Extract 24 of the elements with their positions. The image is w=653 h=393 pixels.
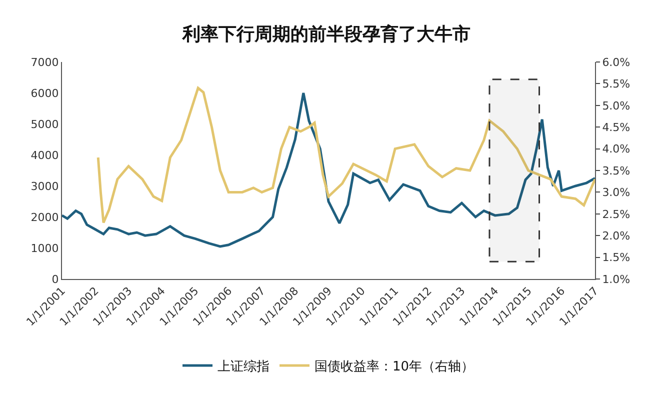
y-tick-label: 4000 bbox=[30, 148, 59, 162]
y-tick-label: 2000 bbox=[30, 210, 59, 224]
y-tick-label: 0 bbox=[52, 272, 59, 286]
y2-tick-label: 1.5% bbox=[602, 251, 630, 264]
y2-tick-label: 2.5% bbox=[602, 208, 630, 221]
line-series bbox=[62, 92, 595, 248]
legend-label: 国债收益率：10年（右轴） bbox=[314, 358, 474, 375]
y2-tick-label: 3.5% bbox=[602, 164, 630, 178]
chart-title: 利率下行周期的前半段孕育了大牛市 bbox=[182, 23, 470, 46]
y-tick-label: 1000 bbox=[30, 242, 59, 255]
y2-tick-label: 1.0% bbox=[602, 272, 630, 286]
y-tick-label: 7000 bbox=[30, 56, 59, 69]
y-tick-label: 3000 bbox=[30, 180, 59, 193]
y2-tick-label: 5.0% bbox=[602, 99, 630, 112]
y-tick-label: 5000 bbox=[30, 118, 59, 131]
y-tick-label: 6000 bbox=[30, 86, 59, 100]
y2-tick-label: 4.0% bbox=[602, 142, 630, 156]
y2-tick-label: 5.5% bbox=[602, 78, 630, 91]
y2-tick-label: 2.0% bbox=[602, 229, 630, 242]
y2-tick-label: 4.5% bbox=[602, 120, 630, 134]
y2-tick-label: 3.0% bbox=[602, 186, 630, 200]
legend-label: 上证综指 bbox=[218, 360, 270, 375]
line-series bbox=[96, 86, 595, 224]
y2-tick-label: 6.0% bbox=[602, 56, 630, 69]
